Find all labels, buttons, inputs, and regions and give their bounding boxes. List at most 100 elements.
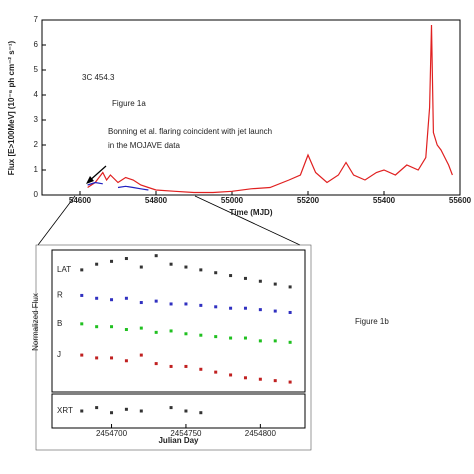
data-point xyxy=(169,364,173,368)
data-point xyxy=(154,362,158,366)
annotation: 3C 454.3 xyxy=(82,73,115,82)
data-point xyxy=(80,293,84,297)
data-line xyxy=(87,24,453,194)
data-point xyxy=(184,265,188,269)
data-point xyxy=(273,379,277,383)
annotation: Bonning et al. flaring coincident with j… xyxy=(108,127,272,136)
data-point xyxy=(273,339,277,343)
data-point xyxy=(229,336,233,340)
data-point xyxy=(110,259,114,263)
x-tick-label: 55200 xyxy=(297,196,320,205)
data-point xyxy=(80,353,84,357)
data-point xyxy=(184,332,188,336)
x-tick-label: 55400 xyxy=(373,196,396,205)
data-point xyxy=(288,340,292,344)
data-point xyxy=(214,335,218,339)
data-point xyxy=(95,296,99,300)
series-label: LAT xyxy=(57,265,71,274)
data-point xyxy=(80,268,84,272)
data-point xyxy=(80,409,84,413)
zoom-line xyxy=(194,195,301,246)
data-point xyxy=(258,339,262,343)
data-point xyxy=(229,306,233,310)
data-point xyxy=(124,328,128,332)
data-line xyxy=(87,181,149,191)
data-point xyxy=(110,298,114,302)
data-point xyxy=(95,406,99,410)
data-point xyxy=(258,308,262,312)
zoom-line xyxy=(37,195,76,246)
series-label: B xyxy=(57,319,62,328)
data-point xyxy=(124,407,128,411)
x-tick-label: 54800 xyxy=(145,196,168,205)
data-point xyxy=(154,254,158,258)
data-point xyxy=(229,373,233,377)
x-axis-label: Julian Day xyxy=(158,436,199,445)
data-point xyxy=(184,409,188,413)
data-point xyxy=(139,326,143,330)
arrow-head xyxy=(86,176,94,184)
annotation: Figure 1b xyxy=(355,317,389,326)
data-point xyxy=(169,302,173,306)
y-tick-label: 7 xyxy=(34,15,39,24)
y-axis-label: Normalized Flux xyxy=(31,293,40,351)
data-point xyxy=(154,299,158,303)
y-tick-label: 2 xyxy=(34,140,39,149)
data-point xyxy=(229,274,233,278)
series-label: R xyxy=(57,291,63,300)
plot-frame xyxy=(51,249,306,393)
data-point xyxy=(124,257,128,261)
data-point xyxy=(199,333,203,337)
data-point xyxy=(258,279,262,283)
y-tick-label: 5 xyxy=(34,65,39,74)
data-point xyxy=(95,262,99,266)
data-point xyxy=(243,276,247,280)
data-point xyxy=(243,336,247,340)
data-point xyxy=(110,411,114,415)
x-tick-label: 2454700 xyxy=(96,429,128,438)
y-axis-label: Flux [E>100MeV] (10⁻⁶ ph cm⁻² s⁻¹) xyxy=(7,40,16,175)
x-tick-label: 2454750 xyxy=(170,429,202,438)
data-point xyxy=(139,409,143,413)
data-point xyxy=(214,370,218,374)
annotation: Figure 1a xyxy=(112,99,146,108)
data-point xyxy=(243,376,247,380)
data-point xyxy=(199,268,203,272)
data-point xyxy=(169,406,173,410)
data-point xyxy=(184,302,188,306)
data-point xyxy=(169,262,173,266)
data-point xyxy=(169,329,173,333)
data-point xyxy=(95,356,99,360)
annotation: in the MOJAVE data xyxy=(108,141,180,150)
y-tick-label: 1 xyxy=(34,165,39,174)
data-point xyxy=(139,353,143,357)
x-tick-label: 55600 xyxy=(449,196,472,205)
y-tick-label: 6 xyxy=(34,40,39,49)
series-label: J xyxy=(57,350,61,359)
plot-frame xyxy=(51,393,306,429)
data-point xyxy=(288,380,292,384)
figure-frame xyxy=(35,244,312,451)
data-point xyxy=(288,310,292,314)
data-point xyxy=(139,301,143,305)
data-point xyxy=(273,282,277,286)
data-point xyxy=(184,364,188,368)
data-point xyxy=(124,359,128,363)
data-point xyxy=(139,265,143,269)
data-point xyxy=(124,296,128,300)
data-point xyxy=(288,285,292,289)
data-point xyxy=(258,377,262,381)
data-point xyxy=(199,367,203,371)
data-point xyxy=(214,271,218,275)
data-point xyxy=(154,330,158,334)
data-point xyxy=(110,325,114,329)
y-tick-label: 0 xyxy=(34,190,39,199)
data-point xyxy=(214,305,218,309)
x-axis-label: Time (MJD) xyxy=(230,208,273,217)
x-tick-label: 55000 xyxy=(221,196,244,205)
data-point xyxy=(199,411,203,415)
y-tick-label: 4 xyxy=(34,90,39,99)
data-point xyxy=(110,356,114,360)
